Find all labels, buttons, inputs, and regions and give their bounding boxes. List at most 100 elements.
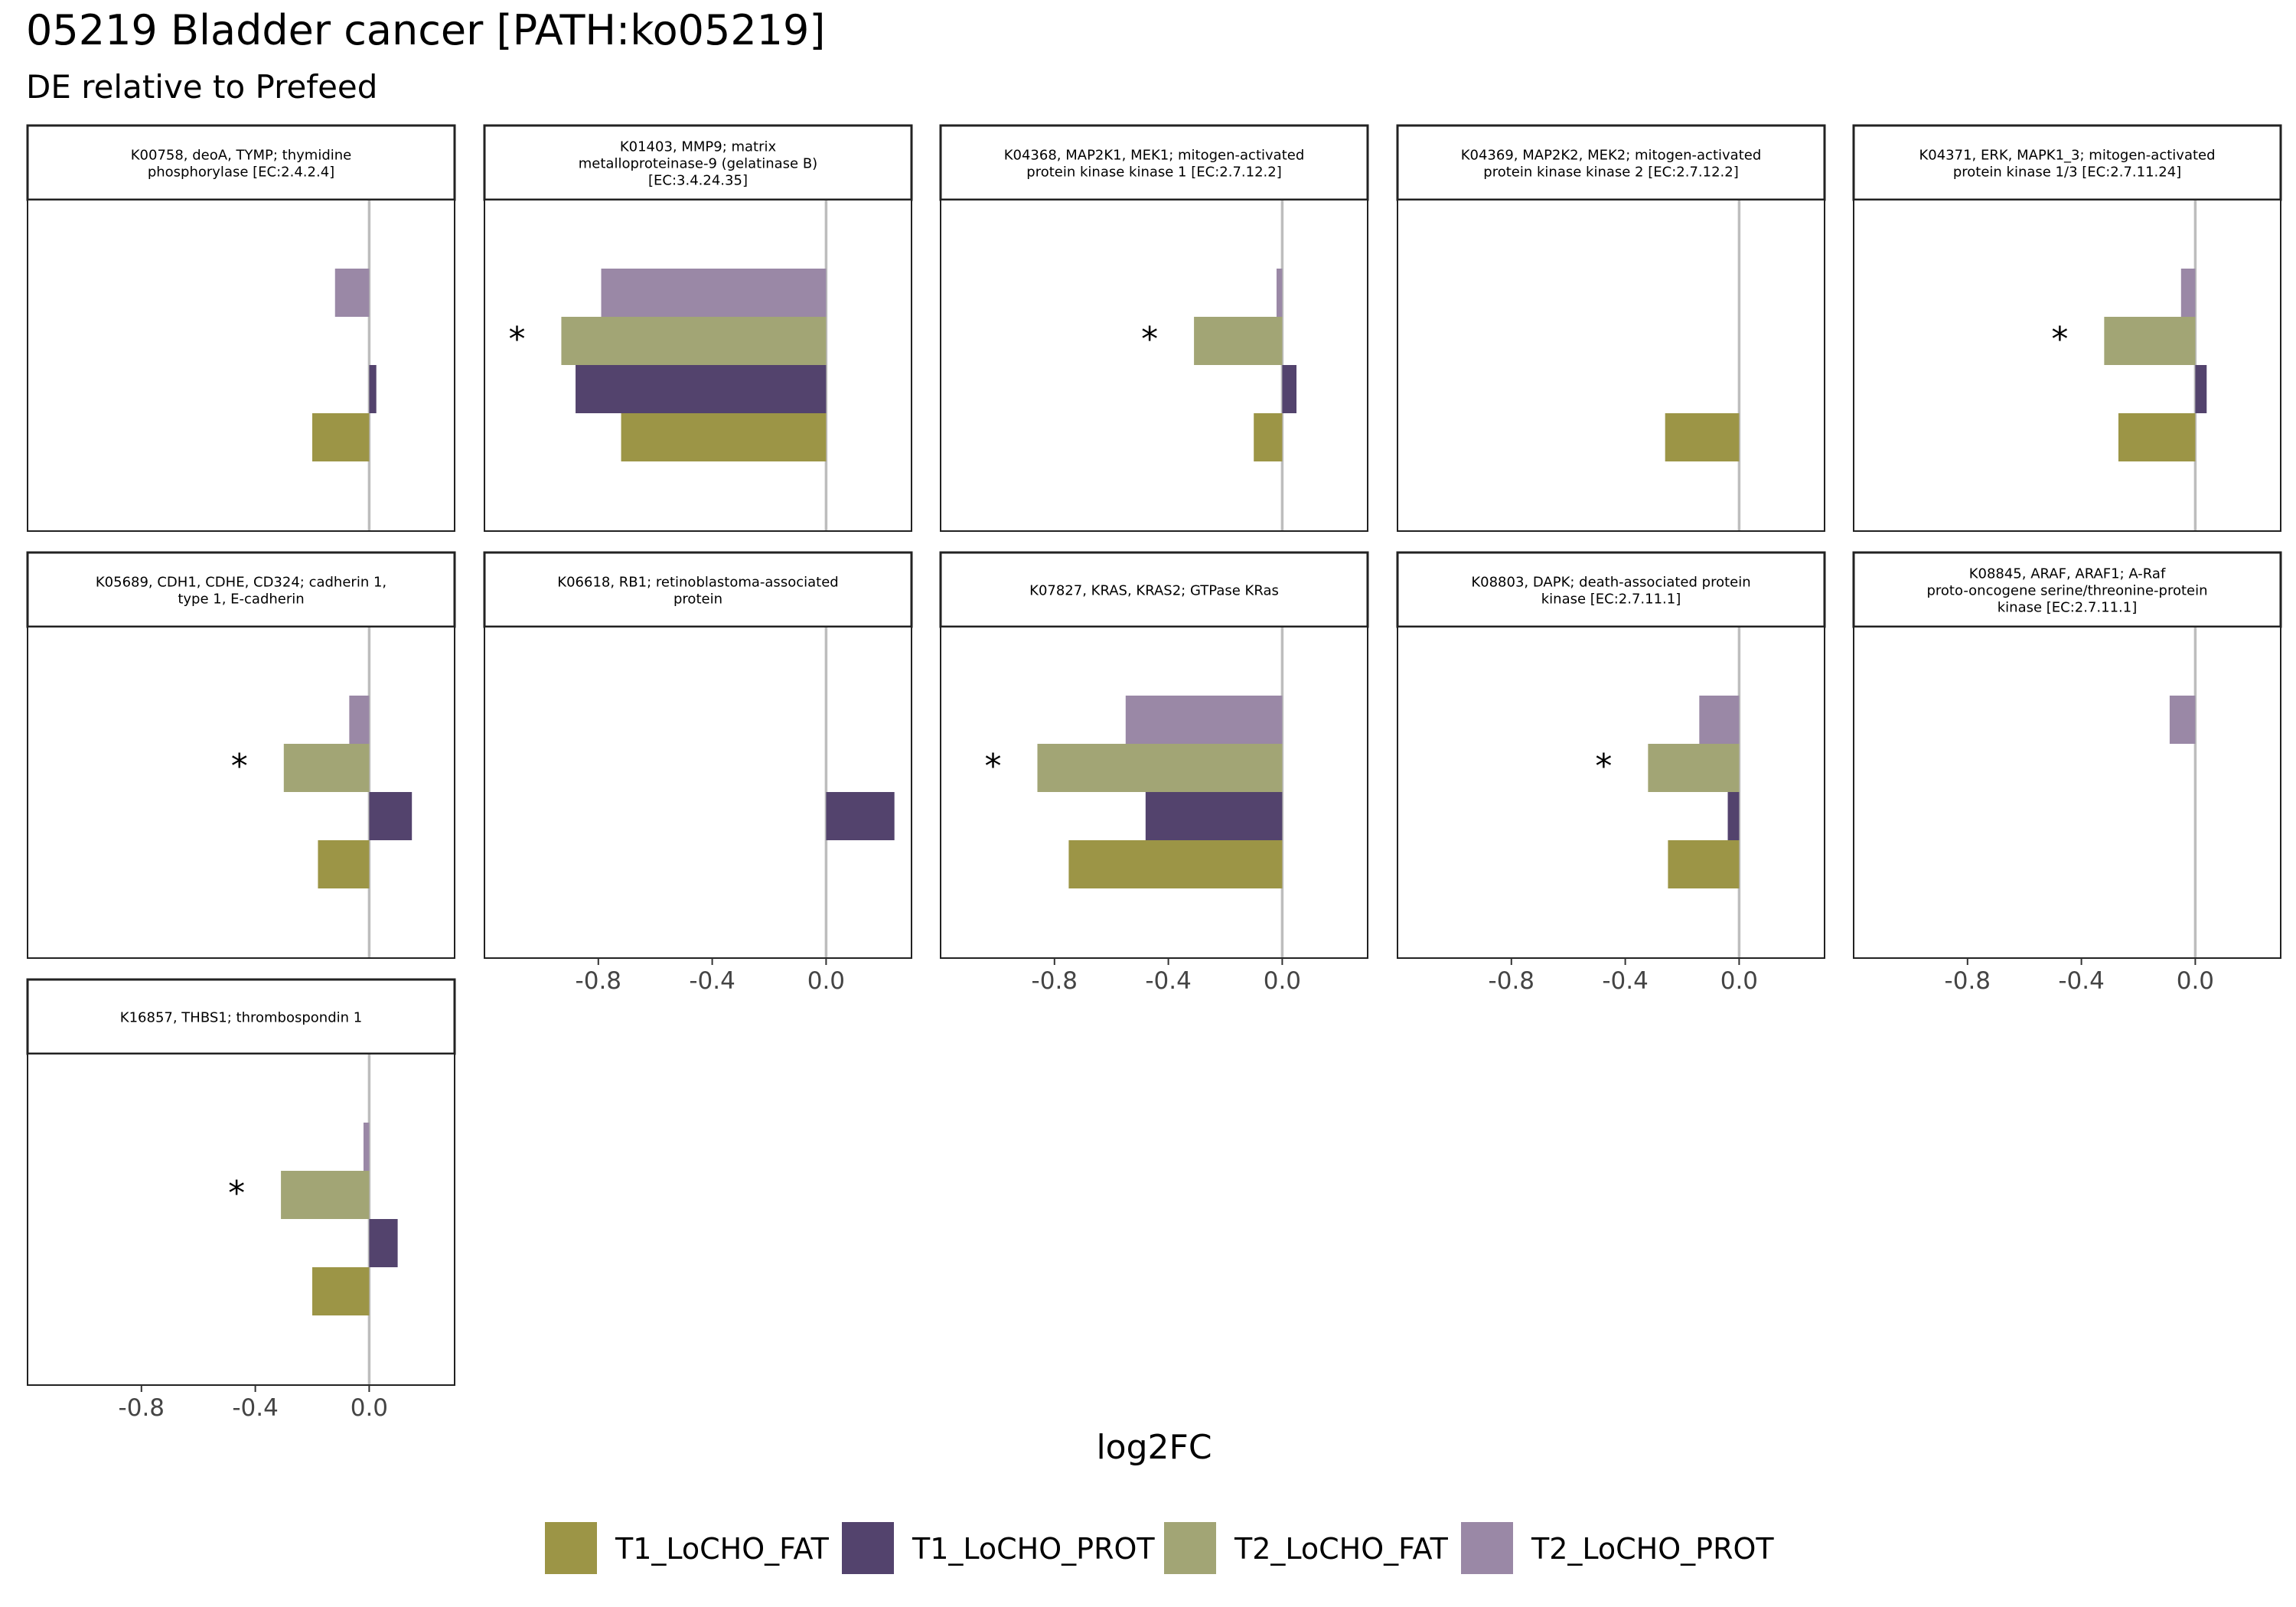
facet-strip-label: K08845, ARAF, ARAF1; A-Raf xyxy=(1969,566,2166,582)
facet-strip-label: protein xyxy=(673,592,722,608)
bar-t2-locho-prot xyxy=(1699,696,1740,744)
facet-panel: K04369, MAP2K2, MEK2; mitogen-activatedp… xyxy=(1396,124,1826,532)
facet-strip-label: K04368, MAP2K1, MEK1; mitogen-activated xyxy=(1004,148,1305,164)
facet-panel: K00758, deoA, TYMP; thymidinephosphoryla… xyxy=(26,124,456,532)
bar-t1-locho-fat xyxy=(2118,413,2196,461)
facet-strip-label: K04369, MAP2K2, MEK2; mitogen-activated xyxy=(1461,148,1762,164)
bar-t2-locho-prot xyxy=(601,269,827,317)
facet-strip xyxy=(26,978,456,1055)
facet-strip-label: K04371, ERK, MAPK1_3; mitogen-activated xyxy=(1919,148,2215,164)
facet-strip-label: type 1, E-cadherin xyxy=(178,592,304,608)
facet-strip xyxy=(26,124,456,201)
bar-t1-locho-prot xyxy=(1145,792,1283,840)
facet-strip-label: phosphorylase [EC:2.4.2.4] xyxy=(148,165,334,181)
x-tick-label: 0.0 xyxy=(807,967,845,995)
facet-plot-area xyxy=(1397,626,1825,959)
x-tick-label: -0.8 xyxy=(576,967,622,995)
facet-panel: K16857, THBS1; thrombospondin 1 * -0.8 -0.4… xyxy=(26,978,456,1422)
legend-key xyxy=(842,1522,894,1574)
bar-t2-locho-prot xyxy=(349,696,370,744)
x-tick-label: 0.0 xyxy=(351,1394,388,1422)
x-tick-label: -0.4 xyxy=(2058,967,2105,995)
facet-panel: K01403, MMP9; matrixmetalloproteinase-9 … xyxy=(483,124,913,532)
legend-item: T1_LoCHO_PROT xyxy=(842,1522,1155,1574)
bar-t2-locho-prot xyxy=(363,1123,370,1171)
facet-strip xyxy=(483,124,913,201)
facet-strip-label: K07827, KRAS, KRAS2; GTPase KRas xyxy=(1029,583,1279,599)
facet-strip-label: K16857, THBS1; thrombospondin 1 xyxy=(120,1010,362,1026)
x-tick-label: -0.8 xyxy=(1032,967,1078,995)
bar-t2-locho-fat xyxy=(561,317,827,365)
bar-t1-locho-fat xyxy=(318,840,370,888)
facet-grid: K00758, deoA, TYMP; thymidinephosphoryla… xyxy=(26,124,2282,1422)
legend-label: T1_LoCHO_PROT xyxy=(912,1532,1155,1566)
facet-panel: K07827, KRAS, KRAS2; GTPase KRas * -0.8 -0.… xyxy=(939,551,1369,995)
facet-strip-label: protein kinase kinase 1 [EC:2.7.12.2] xyxy=(1026,165,1281,181)
bar-t2-locho-prot xyxy=(2169,696,2196,744)
bar-t1-locho-prot xyxy=(826,792,895,840)
bar-t1-locho-prot xyxy=(2195,365,2207,413)
facet-strip xyxy=(939,124,1369,201)
significance-marker: * xyxy=(228,1174,245,1213)
facet-panel: K04368, MAP2K1, MEK1; mitogen-activatedp… xyxy=(939,124,1369,532)
x-tick-label: -0.8 xyxy=(119,1394,165,1422)
facet-plot-area xyxy=(1853,199,2281,532)
x-tick-label: -0.4 xyxy=(232,1394,279,1422)
bar-t1-locho-prot xyxy=(576,365,827,413)
legend-key xyxy=(1461,1522,1513,1574)
bar-t2-locho-fat xyxy=(281,1171,370,1219)
facet-strip-label: metalloproteinase-9 (gelatinase B) xyxy=(579,156,817,172)
significance-marker: * xyxy=(1595,747,1612,786)
facet-strip-label: K01403, MMP9; matrix xyxy=(620,139,777,155)
legend-label: T1_LoCHO_FAT xyxy=(615,1532,830,1566)
legend-label: T2_LoCHO_PROT xyxy=(1531,1532,1774,1566)
chart-subtitle: DE relative to Prefeed xyxy=(26,68,377,106)
facet-strip xyxy=(26,551,456,628)
x-tick-label: -0.4 xyxy=(689,967,735,995)
facet-strip-label: protein kinase kinase 2 [EC:2.7.12.2] xyxy=(1483,165,1738,181)
significance-marker: * xyxy=(1141,320,1158,359)
x-tick-label: -0.8 xyxy=(1945,967,1991,995)
legend-key xyxy=(545,1522,597,1574)
bar-t2-locho-prot xyxy=(1125,696,1283,744)
bar-t2-locho-prot xyxy=(2180,269,2196,317)
x-tick-label: 0.0 xyxy=(1264,967,1301,995)
chart-title: 05219 Bladder cancer [PATH:ko05219] xyxy=(26,6,825,54)
facet-panel: K05689, CDH1, CDHE, CD324; cadherin 1,ty… xyxy=(26,551,456,959)
bar-t1-locho-fat xyxy=(1068,840,1283,888)
facet-strip-label: kinase [EC:2.7.11.1] xyxy=(1998,600,2138,616)
facet-strip xyxy=(1852,551,2282,628)
x-tick-label: 0.0 xyxy=(1720,967,1758,995)
facet-strip-label: proto-oncogene serine/threonine-protein xyxy=(1926,583,2207,599)
bar-t2-locho-fat xyxy=(1194,317,1283,365)
facet-strip-label: K08803, DAPK; death-associated protein xyxy=(1471,575,1750,591)
bar-t1-locho-prot xyxy=(369,792,413,840)
bar-t1-locho-fat xyxy=(312,1267,370,1315)
bar-t1-locho-fat xyxy=(312,413,370,461)
bar-t2-locho-fat xyxy=(1037,744,1283,792)
bar-t2-locho-prot xyxy=(334,269,370,317)
bar-t2-locho-fat xyxy=(283,744,370,792)
legend-key xyxy=(1164,1522,1216,1574)
bar-t1-locho-prot xyxy=(1282,365,1296,413)
x-tick-label: 0.0 xyxy=(2177,967,2214,995)
bar-t1-locho-prot xyxy=(369,1219,398,1267)
facet-strip-label: K06618, RB1; retinoblastoma-associated xyxy=(557,575,838,591)
facet-strip-label: K05689, CDH1, CDHE, CD324; cadherin 1, xyxy=(96,575,386,591)
legend: T1_LoCHO_FAT T1_LoCHO_PROT T2_LoCHO_FAT T2_… xyxy=(545,1522,1774,1574)
facet-plot-area xyxy=(940,199,1368,532)
bar-t1-locho-fat xyxy=(1668,840,1740,888)
facet-plot-area xyxy=(1853,626,2281,959)
facet-panel: K08845, ARAF, ARAF1; A-Rafproto-oncogene… xyxy=(1852,551,2282,995)
legend-item: T2_LoCHO_FAT xyxy=(1164,1522,1449,1574)
significance-marker: * xyxy=(2051,320,2068,359)
legend-item: T1_LoCHO_FAT xyxy=(545,1522,830,1574)
bar-t2-locho-fat xyxy=(1648,744,1740,792)
significance-marker: * xyxy=(231,747,248,786)
x-tick-label: -0.8 xyxy=(1489,967,1535,995)
bar-t2-locho-fat xyxy=(2104,317,2196,365)
facet-panel: K04371, ERK, MAPK1_3; mitogen-activatedp… xyxy=(1852,124,2282,532)
significance-marker: * xyxy=(508,320,525,359)
facet-strip-label: [EC:3.4.24.35] xyxy=(648,173,748,189)
